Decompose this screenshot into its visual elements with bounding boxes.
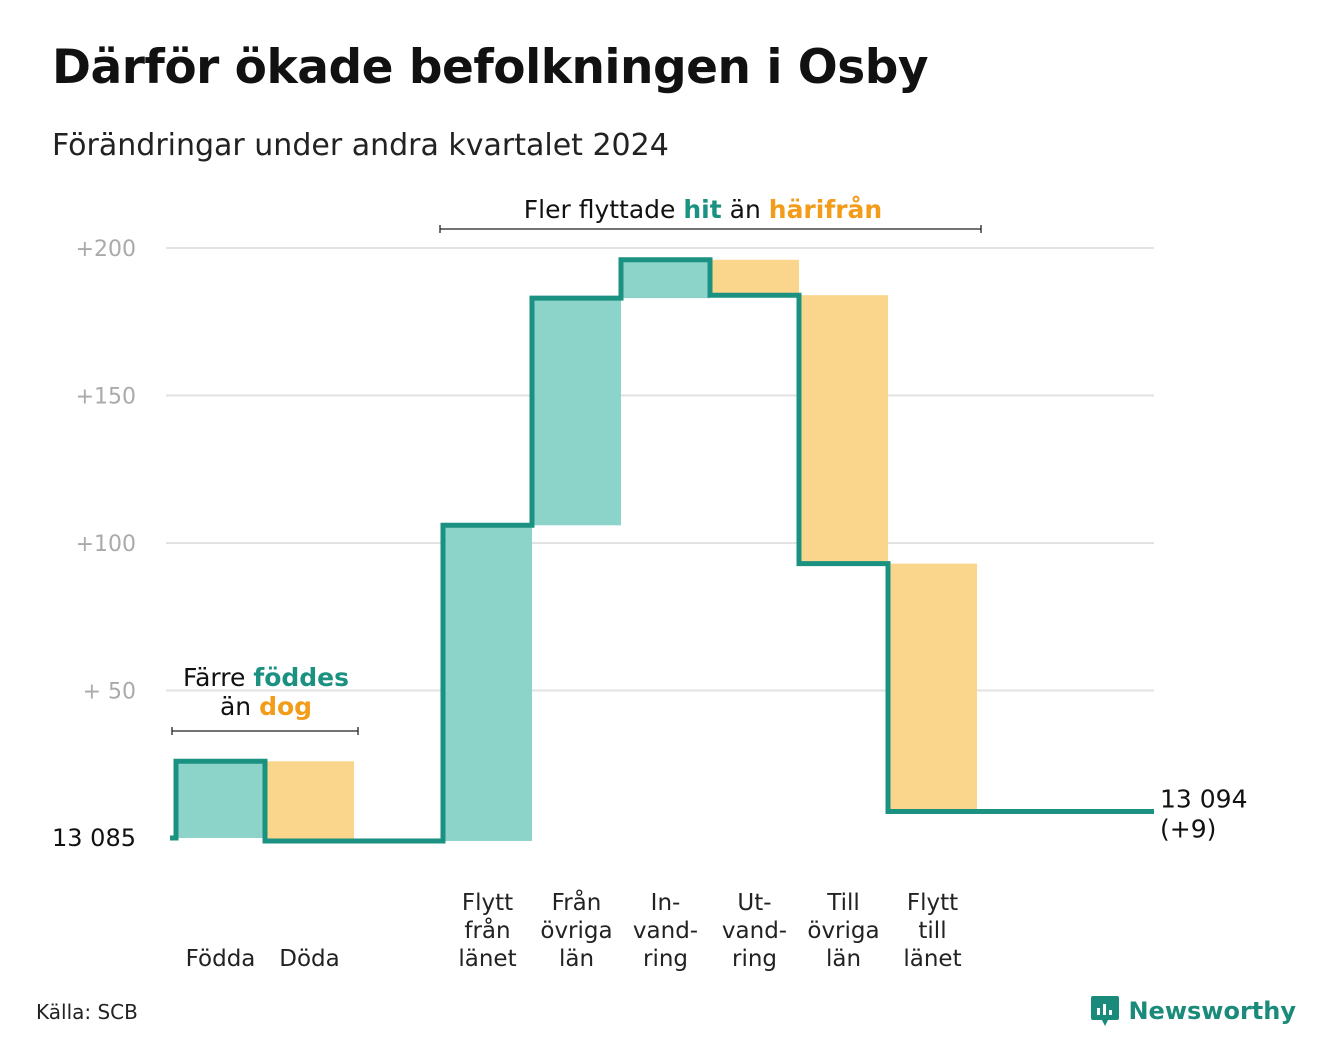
bar (799, 295, 888, 564)
annotation-segment: hit (683, 195, 721, 224)
y-tick-label: +100 (76, 532, 136, 557)
grid-layer (166, 247, 1154, 692)
annotation-text: Färre föddes (183, 663, 349, 692)
category-label: från (464, 916, 510, 944)
chart-title: Därför ökade befolkningen i Osby (52, 40, 929, 95)
bar (176, 761, 265, 838)
category-label: övriga (540, 918, 612, 944)
annotation-segment: Färre (183, 663, 253, 692)
annotation-text: Fler flyttade hit än härifrån (524, 195, 882, 224)
brand-logo: Newsworthy (1090, 994, 1296, 1028)
cumulative-step-line (170, 257, 1154, 844)
y-tick-label: +150 (76, 385, 136, 410)
category-label: Döda (279, 946, 339, 972)
category-label: län (826, 946, 861, 972)
category-label: Flytt (907, 890, 958, 916)
brand-name: Newsworthy (1128, 997, 1296, 1025)
category-label: Ut- (737, 890, 771, 916)
end-change-label: (+9) (1160, 814, 1216, 843)
category-label: Födda (186, 946, 256, 972)
bar (621, 259, 710, 299)
category-label: övriga (807, 918, 879, 944)
annotation-segment: dog (259, 692, 312, 721)
bar (888, 563, 977, 812)
annotation-text: än dog (220, 692, 312, 721)
category-label: länet (903, 946, 961, 972)
bar (710, 259, 799, 296)
end-value-label: 13 094 (1160, 784, 1247, 813)
category-label: ring (643, 946, 688, 972)
y-tick-label: + 50 (83, 680, 136, 705)
chart-subtitle: Förändringar under andra kvartalet 2024 (52, 128, 669, 163)
bar-layer (176, 259, 977, 841)
annotation-segment: Fler flyttade (524, 195, 684, 224)
bar (532, 298, 621, 526)
category-label: Till (826, 890, 860, 916)
category-label: vand- (633, 918, 698, 944)
y-tick-label: +200 (76, 237, 136, 262)
annotation-segment: än (722, 195, 769, 224)
category-label: ring (732, 946, 777, 972)
category-label: Flytt (462, 890, 513, 916)
bar (265, 761, 354, 841)
bar (443, 525, 532, 841)
category-label: länet (458, 946, 516, 972)
start-value-label: 13 085 (52, 824, 136, 852)
annotation-segment: än (220, 692, 259, 721)
source-note: Källa: SCB (36, 1000, 138, 1024)
newsworthy-logo-icon (1091, 996, 1120, 1026)
annotation-segment: föddes (253, 663, 349, 692)
category-label: till (918, 918, 946, 944)
category-label: Från (552, 888, 602, 916)
category-label: In- (651, 890, 681, 916)
category-label: vand- (722, 918, 787, 944)
annotation-segment: härifrån (769, 195, 882, 224)
category-label: län (559, 946, 594, 972)
line-layer (170, 257, 1154, 844)
